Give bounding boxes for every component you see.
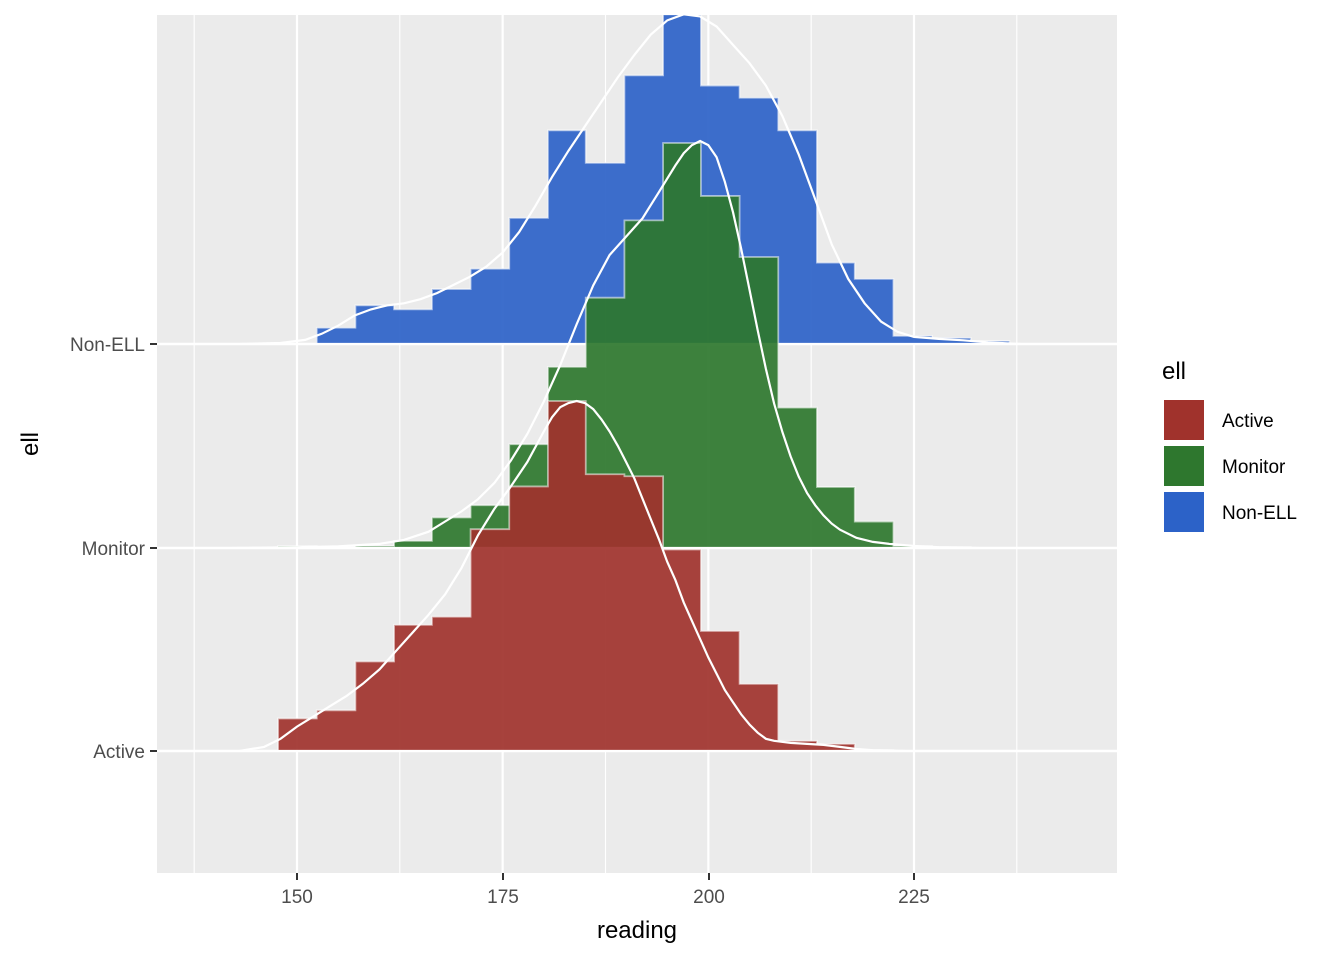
legend-title: ell [1162, 358, 1186, 385]
x-tick-200: 200 [693, 873, 725, 908]
y-tick-active: Active [93, 742, 157, 763]
legend-swatch-monitor [1164, 446, 1204, 486]
legend-swatch-non-ell [1164, 492, 1204, 532]
y-tick-non-ell: Non-ELL [70, 335, 157, 356]
y-axis: Active Monitor Non-ELL ell [17, 335, 157, 763]
x-axis: 150 175 200 225 reading [281, 873, 930, 944]
histogram-active [277, 400, 895, 752]
histogram-monitor [277, 142, 972, 549]
legend-label-active: Active [1222, 411, 1274, 432]
y-tick-label-monitor: Monitor [82, 539, 146, 560]
legend-label-non-ell: Non-ELL [1222, 503, 1297, 524]
x-tick-150: 150 [281, 873, 313, 908]
legend-item-monitor: Monitor [1164, 446, 1286, 486]
x-tick-label-150: 150 [281, 887, 313, 908]
y-tick-label-active: Active [93, 742, 145, 763]
x-tick-label-175: 175 [487, 887, 519, 908]
x-tick-label-200: 200 [693, 887, 725, 908]
x-tick-label-225: 225 [898, 887, 930, 908]
legend-label-monitor: Monitor [1222, 457, 1286, 478]
legend: ell Active Monitor Non-ELL [1162, 358, 1297, 532]
x-axis-title: reading [597, 917, 677, 944]
y-tick-monitor: Monitor [82, 539, 157, 560]
density-curve-active [239, 399, 906, 753]
legend-item-non-ell: Non-ELL [1164, 492, 1297, 532]
density-curve-monitor [231, 139, 980, 550]
x-tick-225: 225 [898, 873, 930, 908]
legend-item-active: Active [1164, 400, 1274, 440]
y-tick-label-non-ell: Non-ELL [70, 335, 145, 356]
density-curve-non-ell [239, 15, 1021, 346]
x-tick-175: 175 [487, 873, 519, 908]
ridge-active [157, 399, 1117, 753]
ridges [157, 15, 1117, 753]
y-axis-title: ell [17, 432, 44, 456]
legend-swatch-active [1164, 400, 1204, 440]
